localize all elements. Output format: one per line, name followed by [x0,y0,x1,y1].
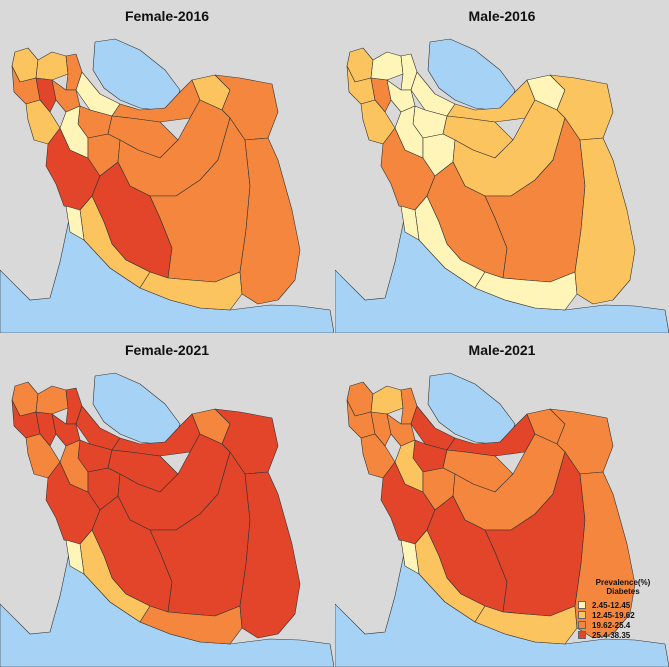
iran-map [335,38,669,333]
legend-swatch [578,631,586,639]
province-region [65,205,85,241]
legend-swatch [578,601,586,609]
legend-swatch [578,621,586,629]
legend-item: 19.62-25.4 [578,620,668,630]
legend-item: 12.45-19.62 [578,610,668,620]
panel-title: Male-2016 [468,8,536,24]
iran-map [0,38,334,333]
province-region [574,471,636,639]
province-region [394,105,424,159]
province-region [59,439,89,493]
legend-item: 25.4-38.35 [578,630,668,640]
province-region [400,205,420,241]
legend-item: 2.45-12.45 [578,600,668,610]
legend-title-line-2: Diabetes [606,587,640,596]
legend-label: 2.45-12.45 [592,600,631,610]
iran-map [0,372,334,667]
legend-label: 19.62-25.4 [592,620,631,630]
legend: Prevalence(%) Diabetes 2.45-12.45 12.45-… [578,578,668,640]
iran-map [335,372,669,667]
panel-title: Male-2021 [468,342,536,358]
province-region [35,385,69,415]
province-region [65,539,85,575]
map-panel-male-2016: Male-2016 [335,0,669,333]
legend-title-line-1: Prevalence(%) [595,578,651,587]
panel-title: Female-2021 [124,342,210,358]
province-region [239,137,301,305]
province-region [239,471,301,639]
map-panel-male-2021: Male-2021 [335,334,669,667]
province-region [394,439,424,493]
province-region [59,105,89,159]
province-region [400,539,420,575]
legend-swatch [578,611,586,619]
province-region [574,137,636,305]
panel-title: Female-2016 [124,8,210,24]
province-region [370,385,404,415]
map-panel-female-2021: Female-2021 [0,334,334,667]
map-panel-female-2016: Female-2016 [0,0,334,333]
legend-label: 12.45-19.62 [592,610,635,620]
legend-label: 25.4-38.35 [592,630,631,640]
legend-title: Prevalence(%) Diabetes [578,578,668,596]
province-region [35,51,69,81]
province-region [370,51,404,81]
